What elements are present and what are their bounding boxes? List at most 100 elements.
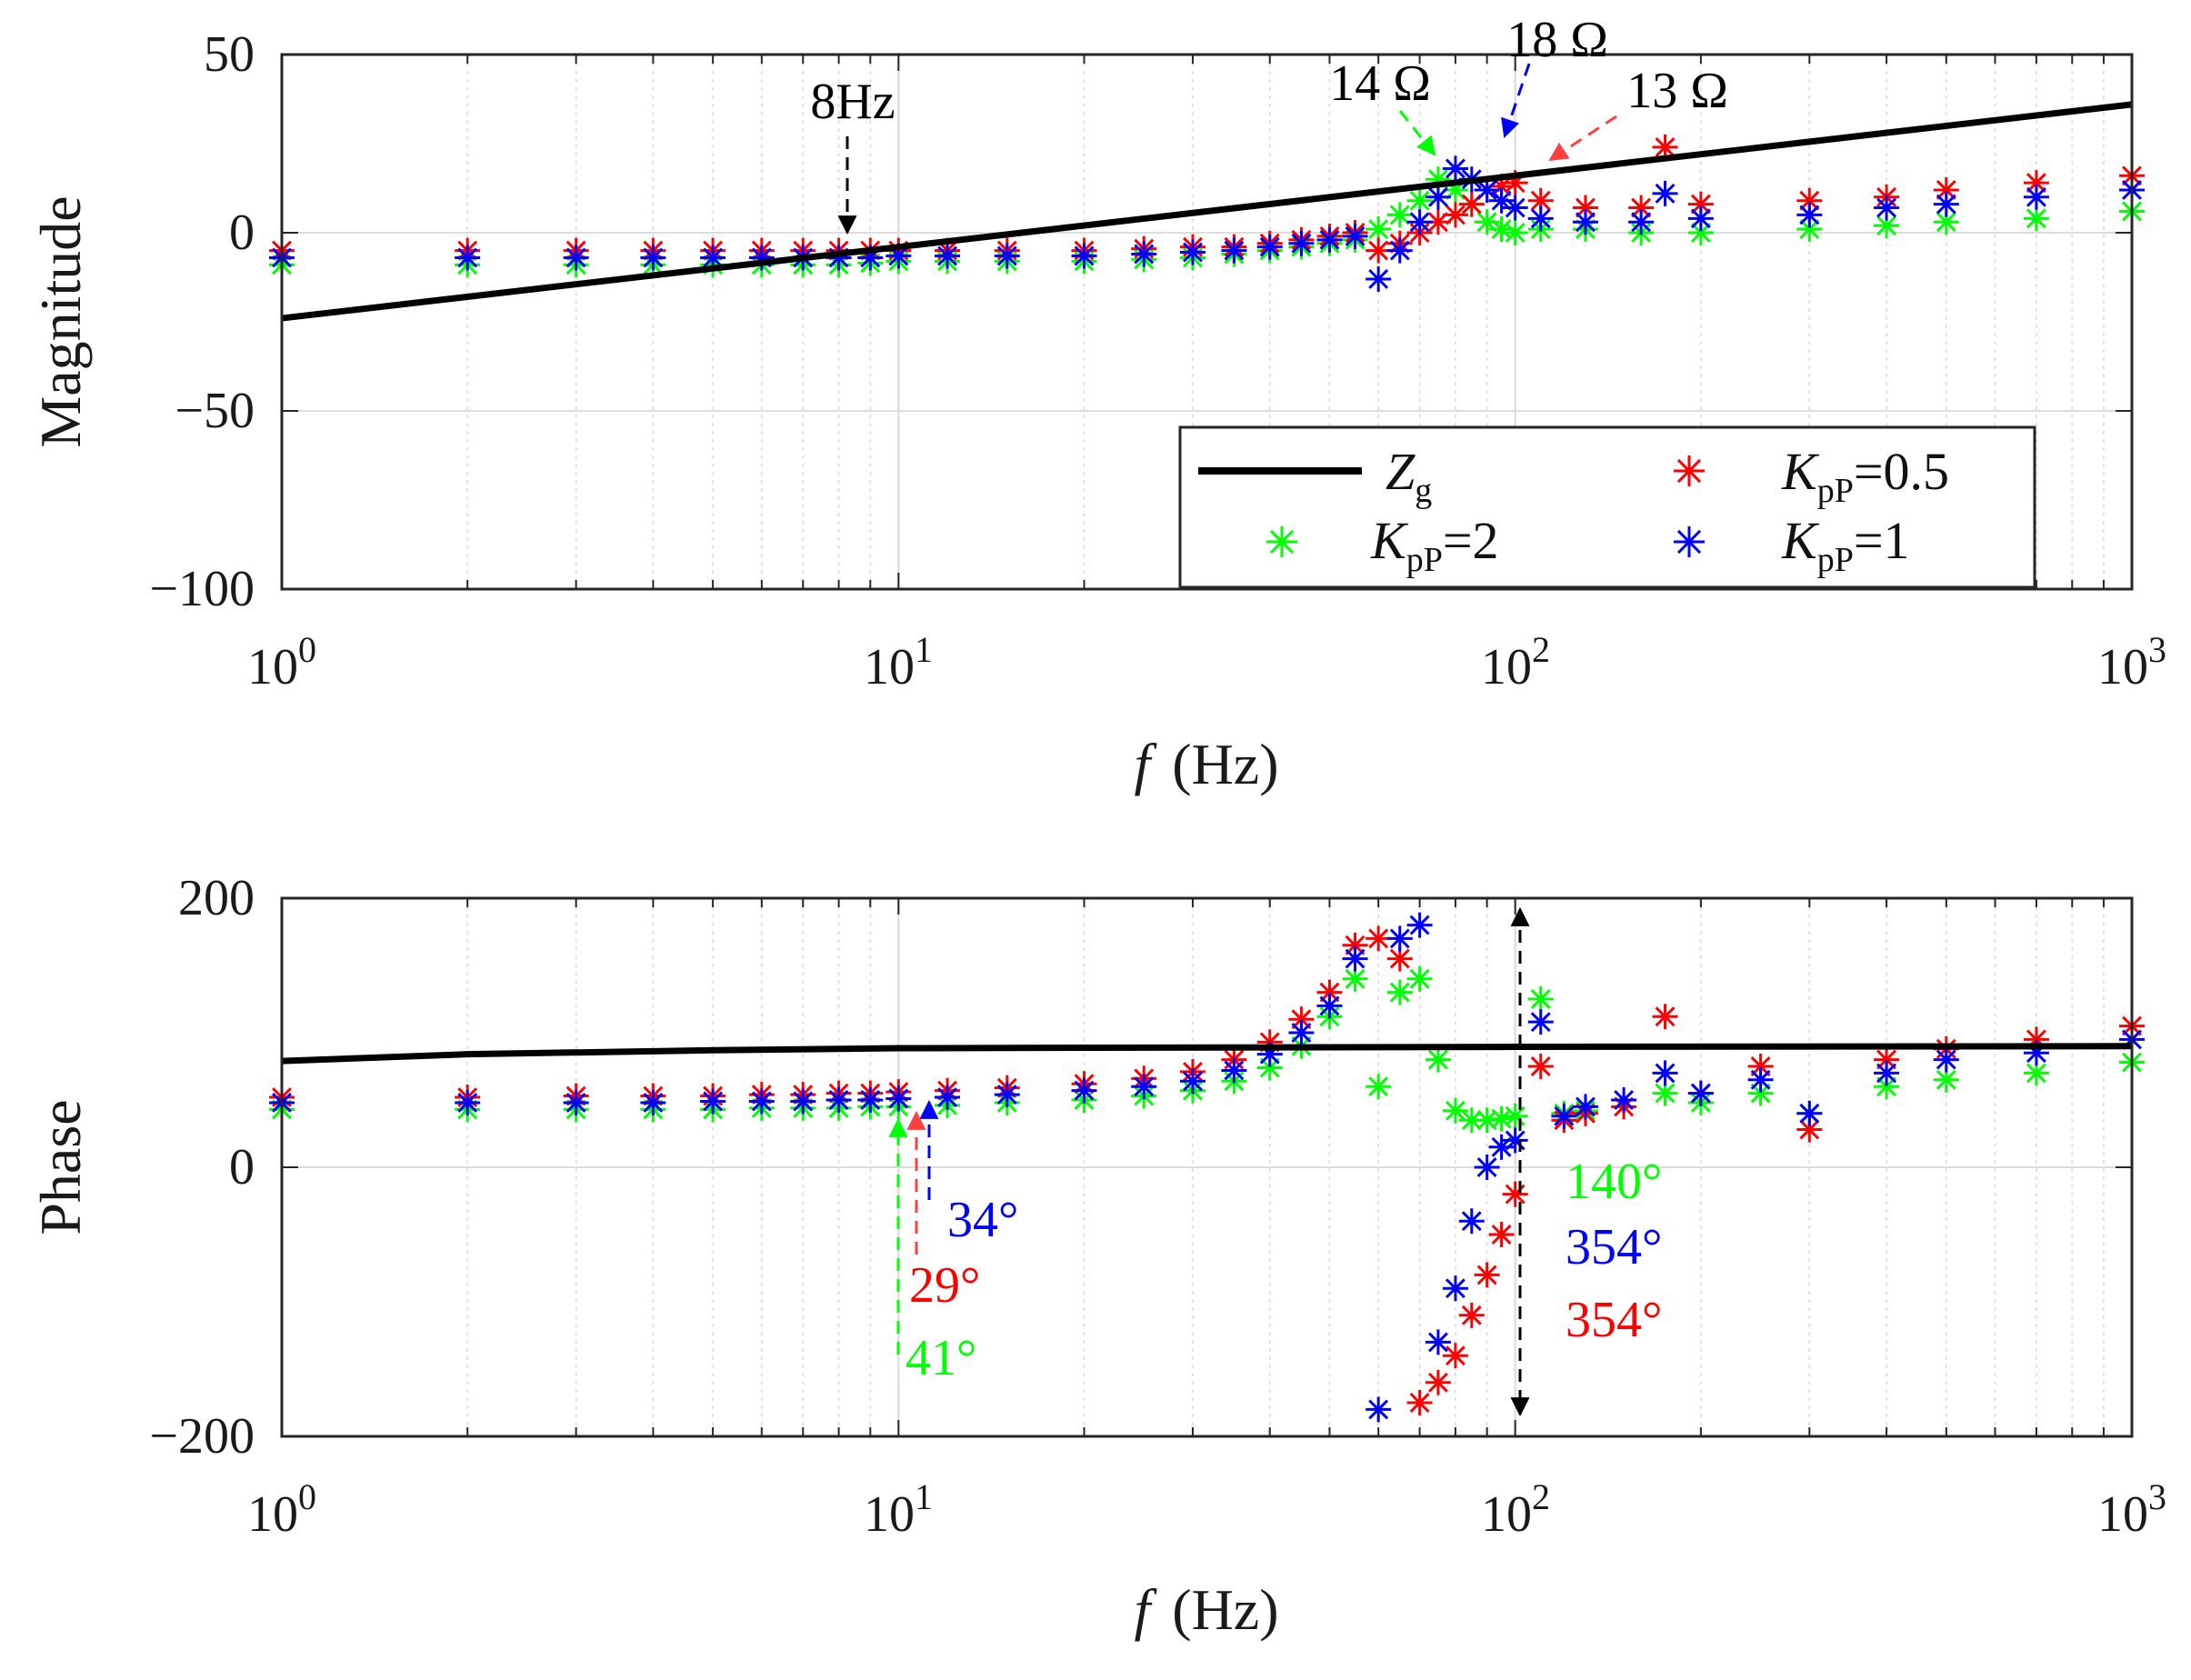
phase-point-kpp-05-stroke <box>1389 948 1410 969</box>
annotation-8hz: 8Hz <box>810 74 895 235</box>
magnitude-point-kpp-1 <box>1474 176 1500 203</box>
phase-point-kpp-05 <box>1502 1181 1528 1207</box>
magnitude-point-kpp-2-stroke <box>1690 223 1711 243</box>
phase-point-kpp-1-stroke <box>565 1093 586 1113</box>
phase-point-kpp-1-stroke <box>1427 1332 1448 1353</box>
magnitude-point-kpp-1 <box>1179 239 1206 265</box>
annotation-13-ohm-label: 13 Ω <box>1626 63 1728 119</box>
magnitude-point-kpp-1-stroke <box>1259 236 1280 257</box>
magnitude-point-kpp-1 <box>1874 195 1900 221</box>
magnitude-point-kpp-1 <box>1406 209 1433 235</box>
phase-point-kpp-1 <box>1551 1103 1577 1129</box>
annotation-18-ohm-arrow <box>1501 63 1531 138</box>
annotation-34deg: 34° <box>947 1192 1018 1248</box>
magnitude-point-kpp-2 <box>2023 205 2049 232</box>
magnitude-point-kpp-1-stroke <box>937 245 958 266</box>
annotation-13-ohm: 13 Ω <box>1548 63 1728 162</box>
annotation-8hz-label: 8Hz <box>810 74 895 130</box>
magnitude-point-kpp-1 <box>1442 155 1468 182</box>
magnitude-point-kpp-1 <box>1342 223 1368 249</box>
legend-kpp1-marker-stroke <box>1676 529 1702 555</box>
magnitude-point-kpp-1 <box>1652 180 1678 206</box>
magnitude-point-kpp-2 <box>1366 216 1392 243</box>
phase-point-kpp-1-stroke <box>1655 1063 1676 1084</box>
magnitude-point-kpp-1-stroke <box>1134 244 1155 265</box>
phase-point-kpp-2-stroke <box>1476 1110 1497 1131</box>
phase-point-kpp-05 <box>1652 1004 1678 1030</box>
magnitude-xtick-label: 101 <box>864 629 933 695</box>
magnitude-ylabel: Magnitude <box>28 195 93 447</box>
magnitude-xtick-label: 100 <box>247 629 316 695</box>
magnitude-point-kpp-2-stroke <box>2026 208 2046 229</box>
annotation-140deg: 140° <box>1566 1154 1662 1210</box>
phase-point-kpp-1-stroke <box>1368 1399 1389 1420</box>
magnitude-point-kpp-1 <box>455 245 481 271</box>
phase-point-kpp-1-stroke <box>1476 1157 1497 1177</box>
magnitude-point-kpp-1 <box>1628 209 1655 235</box>
magnitude-point-kpp-1-stroke <box>1445 158 1466 179</box>
magnitude-point-kpp-1-stroke <box>1799 205 1820 225</box>
phase-point-kpp-1-stroke <box>1690 1083 1711 1104</box>
phase-point-kpp-1 <box>1527 1009 1554 1035</box>
magnitude-ytick-label: −50 <box>175 383 255 439</box>
legend-kpp05-marker <box>1674 455 1705 486</box>
phase-point-kpp-1 <box>455 1089 481 1115</box>
phase-xtick-label: 100 <box>247 1476 316 1543</box>
phase-point-kpp-1-stroke <box>860 1090 881 1110</box>
phase-point-kpp-1-stroke <box>1445 1278 1466 1299</box>
magnitude-point-kpp-1 <box>1256 234 1283 260</box>
magnitude-point-kpp-2 <box>1502 220 1528 245</box>
magnitude-point-kpp-05-stroke <box>1575 197 1596 218</box>
annotation-14-ohm: 14 Ω <box>1329 55 1436 156</box>
phase-point-kpp-2-stroke <box>1461 1110 1482 1131</box>
magnitude-point-kpp-1 <box>700 245 726 271</box>
phase-point-kpp-05 <box>1366 925 1392 952</box>
phase-point-kpp-1 <box>790 1088 816 1115</box>
phase-point-kpp-1 <box>700 1088 726 1115</box>
magnitude-point-kpp-1 <box>1933 191 1959 217</box>
magnitude-point-kpp-1 <box>1502 195 1528 221</box>
magnitude-point-kpp-1 <box>1221 237 1247 264</box>
magnitude-point-kpp-1-stroke <box>1345 225 1366 246</box>
phase-point-kpp-05-stroke <box>1491 1225 1512 1245</box>
phase-ytick-label: 0 <box>229 1139 255 1195</box>
magnitude-point-kpp-05-stroke <box>1655 136 1676 157</box>
phase-point-kpp-1 <box>748 1088 775 1115</box>
phase-point-kpp-1-stroke <box>1575 1096 1596 1117</box>
magnitude-point-kpp-1 <box>1366 265 1392 292</box>
phase-point-kpp-2-stroke <box>1345 968 1366 989</box>
magnitude-point-kpp-1-stroke <box>1224 240 1245 261</box>
phase-point-kpp-1 <box>563 1089 589 1115</box>
magnitude-point-kpp-1 <box>640 245 666 271</box>
phase-point-kpp-1 <box>1425 1329 1451 1355</box>
annotation-354deg-blue: 354° <box>1566 1219 1662 1275</box>
phase-point-kpp-1-stroke <box>1409 915 1430 935</box>
annotation-14-ohm-arrow <box>1398 110 1436 156</box>
annotation-18-ohm-label: 18 Ω <box>1506 12 1608 68</box>
phase-point-kpp-1 <box>1652 1060 1678 1086</box>
phase-xlabel: f (Hz) <box>1134 1577 1278 1642</box>
phase-point-kpp-2-stroke <box>1445 1100 1466 1121</box>
phase-point-kpp-1 <box>1502 1127 1528 1154</box>
magnitude-point-kpp-05 <box>1442 202 1468 228</box>
phase-point-kpp-1 <box>1933 1046 1959 1073</box>
legend-kpp1-label: KpP=1 <box>1781 511 1910 579</box>
phase-point-kpp-05-stroke <box>1427 1372 1448 1393</box>
phase-point-kpp-05 <box>1474 1262 1500 1288</box>
magnitude-point-kpp-1-stroke <box>1491 190 1512 211</box>
phase-point-kpp-2 <box>1406 965 1433 992</box>
phase-point-kpp-05 <box>1425 1369 1451 1395</box>
annotation-14-ohm-label: 14 Ω <box>1329 55 1431 112</box>
magnitude-point-kpp-1-stroke <box>996 245 1017 266</box>
magnitude-point-kpp-2-stroke <box>1409 190 1430 211</box>
magnitude-point-kpp-2-stroke <box>1936 212 1956 233</box>
magnitude-point-kpp-1 <box>1488 187 1515 214</box>
phase-point-kpp-1-stroke <box>751 1091 772 1112</box>
phase-point-kpp-1-stroke <box>1134 1076 1155 1097</box>
magnitude-ytick-label: 0 <box>229 205 255 261</box>
phase-point-kpp-1-stroke <box>643 1093 664 1113</box>
phase-point-kpp-1-stroke <box>1345 948 1366 969</box>
phase-point-kpp-1-stroke <box>1183 1071 1203 1092</box>
legend-kpp1-marker <box>1674 526 1705 557</box>
magnitude-point-kpp-2-stroke <box>1368 219 1389 240</box>
